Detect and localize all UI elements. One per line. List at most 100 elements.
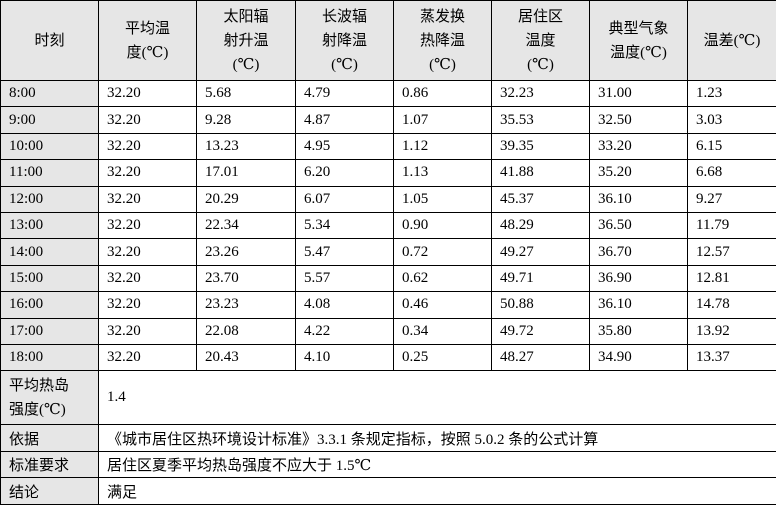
value-cell: 32.20 [99,318,197,344]
value-cell: 4.22 [296,318,394,344]
value-cell: 35.20 [590,160,688,186]
value-cell: 4.79 [296,81,394,107]
value-cell: 3.03 [688,107,776,133]
value-cell: 32.20 [99,107,197,133]
value-cell: 49.71 [492,265,590,291]
value-cell: 1.07 [394,107,492,133]
value-cell: 4.95 [296,133,394,159]
time-cell: 9:00 [1,107,99,133]
value-cell: 17.01 [197,160,296,186]
value-cell: 36.70 [590,239,688,265]
value-cell: 1.13 [394,160,492,186]
time-cell: 17:00 [1,318,99,344]
value-cell: 49.27 [492,239,590,265]
column-header-label: 温差(℃) [704,29,761,53]
time-cell: 14:00 [1,239,99,265]
value-cell: 32.20 [99,186,197,212]
column-header: 居住区温度(℃) [492,1,590,81]
column-header-label: 时刻 [34,29,64,53]
time-cell: 12:00 [1,186,99,212]
summary-label-cell: 标准要求 [1,451,99,478]
value-cell: 32.20 [99,239,197,265]
summary-value: 满足 [99,478,776,505]
value-cell: 0.62 [394,265,492,291]
value-cell: 4.10 [296,344,394,370]
value-cell: 12.57 [688,239,776,265]
value-cell: 31.00 [590,81,688,107]
value-cell: 49.72 [492,318,590,344]
time-cell: 13:00 [1,212,99,238]
value-cell: 23.26 [197,239,296,265]
column-header: 典型气象温度(℃) [590,1,688,81]
time-cell: 18:00 [1,344,99,370]
column-header-label: 蒸发换热降温(℃) [418,5,468,77]
time-cell: 15:00 [1,265,99,291]
value-cell: 32.20 [99,292,197,318]
value-cell: 32.50 [590,107,688,133]
value-cell: 0.25 [394,344,492,370]
column-header: 平均温度(℃) [99,1,197,81]
value-cell: 36.10 [590,186,688,212]
value-cell: 20.29 [197,186,296,212]
column-header: 太阳辐射升温(℃) [197,1,296,81]
value-cell: 0.46 [394,292,492,318]
value-cell: 14.78 [688,292,776,318]
column-header-label: 太阳辐射升温(℃) [221,5,271,77]
value-cell: 6.68 [688,160,776,186]
value-cell: 45.37 [492,186,590,212]
value-cell: 48.29 [492,212,590,238]
summary-row: 依据《城市居住区热环境设计标准》3.3.1 条规定指标，按照 5.0.2 条的公… [1,425,776,452]
value-cell: 32.23 [492,81,590,107]
value-cell: 23.23 [197,292,296,318]
value-cell: 39.35 [492,133,590,159]
summary-row: 结论 满足 [1,478,776,505]
summary-row: 平均热岛强度(℃)1.4 [1,371,776,425]
value-cell: 32.20 [99,344,197,370]
value-cell: 5.68 [197,81,296,107]
summary-label-cell: 平均热岛强度(℃) [1,371,99,425]
header-row: 时刻 平均温度(℃) 太阳辐射升温(℃) 长波辐射降温(℃) 蒸发换热降温(℃) 居住区温… [1,1,776,81]
value-cell: 1.12 [394,133,492,159]
value-cell: 22.08 [197,318,296,344]
column-header: 蒸发换热降温(℃) [394,1,492,81]
column-header: 时刻 [1,1,99,81]
summary-label-cell: 结论 [1,478,99,505]
value-cell: 32.20 [99,265,197,291]
time-cell: 11:00 [1,160,99,186]
value-cell: 32.20 [99,160,197,186]
value-cell: 35.53 [492,107,590,133]
value-cell: 5.47 [296,239,394,265]
value-cell: 13.37 [688,344,776,370]
column-header: 长波辐射降温(℃) [296,1,394,81]
value-cell: 34.90 [590,344,688,370]
summary-label: 结论 [9,485,39,501]
value-cell: 9.27 [688,186,776,212]
value-cell: 0.90 [394,212,492,238]
column-header-label: 长波辐射降温(℃) [320,5,370,77]
summary-row: 标准要求居住区夏季平均热岛强度不应大于 1.5℃ [1,451,776,478]
summary-label: 标准要求 [9,458,69,474]
value-cell: 13.23 [197,133,296,159]
value-cell: 35.80 [590,318,688,344]
column-header-label: 典型气象温度(℃) [606,17,671,65]
value-cell: 6.07 [296,186,394,212]
value-cell: 5.34 [296,212,394,238]
value-cell: 32.20 [99,81,197,107]
value-cell: 6.15 [688,133,776,159]
value-cell: 0.86 [394,81,492,107]
value-cell: 36.10 [590,292,688,318]
summary-label: 平均热岛强度(℃) [9,374,74,422]
time-cell: 8:00 [1,81,99,107]
value-cell: 48.27 [492,344,590,370]
value-cell: 6.20 [296,160,394,186]
value-cell: 5.57 [296,265,394,291]
